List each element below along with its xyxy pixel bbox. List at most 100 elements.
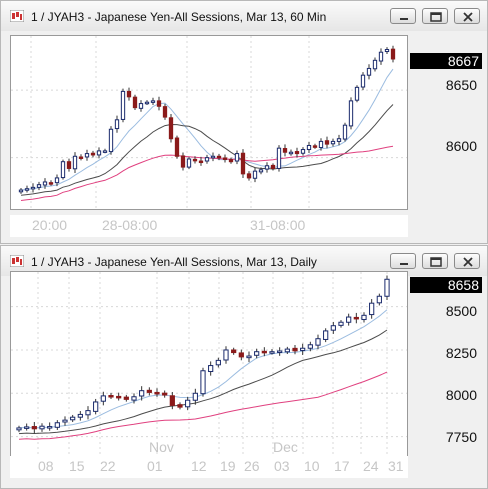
candle-body — [54, 177, 60, 184]
candle-body — [169, 395, 175, 406]
candle-body — [138, 103, 144, 109]
candle-body — [174, 137, 180, 157]
candle-body — [72, 155, 78, 170]
candle-body — [192, 158, 198, 162]
candle-body — [252, 170, 258, 179]
candle-body — [177, 404, 183, 408]
minimize-icon — [400, 18, 408, 20]
y-tick-label: 8500 — [445, 303, 477, 319]
candle-body — [300, 149, 306, 154]
candle-body — [100, 395, 106, 402]
candle-body — [240, 152, 246, 175]
candle-body — [146, 389, 152, 393]
candle-body — [261, 350, 267, 354]
candle-body — [85, 410, 91, 416]
candle-body — [323, 330, 329, 340]
x-axis: 08 15 22 01 12 19 26 03 10 17 24 31 — [10, 456, 408, 478]
x-tick-label: 22 — [100, 458, 116, 474]
x-tick-label: 15 — [69, 458, 85, 474]
candle-body — [246, 173, 252, 179]
title-bar[interactable]: 1 / JYAH3 - Japanese Yen-All Sessions, M… — [1, 1, 487, 31]
x-tick-label: 19 — [220, 458, 236, 474]
candle-body — [390, 48, 396, 60]
candle-body — [216, 155, 222, 159]
candle-body — [277, 350, 283, 354]
last-price-badge: 8658 — [410, 277, 482, 293]
candle-body — [223, 349, 229, 361]
candle-body — [62, 419, 68, 423]
candle-body — [258, 169, 264, 173]
month-label: Dec — [273, 439, 298, 455]
candle-body — [102, 150, 108, 153]
candle-body — [180, 155, 186, 168]
x-tick-label: 31 — [388, 458, 404, 474]
candle-body — [150, 100, 156, 103]
x-axis: 20:00 28-08:00 31-08:00 — [10, 215, 408, 237]
candle-body — [234, 153, 240, 162]
candle-body — [238, 352, 244, 358]
candle-body — [369, 302, 375, 316]
x-tick-label: 03 — [274, 458, 290, 474]
candle-body — [324, 140, 330, 145]
close-icon — [463, 12, 473, 22]
x-tick-label: 24 — [363, 458, 379, 474]
candle-body — [361, 314, 367, 321]
candle-body — [93, 401, 99, 412]
candle-body — [384, 49, 390, 53]
candle-body — [231, 349, 237, 354]
window-title: 1 / JYAH3 - Japanese Yen-All Sessions, M… — [31, 255, 317, 269]
chart-window-daily[interactable]: 1 / JYAH3 - Japanese Yen-All Sessions, M… — [0, 245, 488, 489]
candle-body — [228, 159, 234, 163]
x-tick-label: 01 — [147, 458, 163, 474]
restore-button[interactable] — [422, 253, 448, 269]
price-plot-60min[interactable] — [10, 35, 408, 210]
candle-body — [39, 425, 45, 430]
minimize-button[interactable] — [390, 253, 416, 269]
candle-body — [192, 392, 198, 401]
candle-body — [264, 165, 270, 170]
candle-body — [18, 189, 24, 193]
candle-body — [276, 147, 282, 169]
close-button[interactable] — [454, 8, 480, 24]
candle-body — [330, 140, 336, 145]
candle-body — [70, 416, 76, 421]
candle-body — [282, 148, 288, 153]
candle-body — [210, 155, 216, 159]
candle-body — [342, 124, 348, 140]
candle-body — [168, 117, 174, 140]
candle-body — [353, 316, 359, 320]
candle-body — [131, 396, 137, 401]
candle-body — [315, 338, 321, 346]
ma-mid-line — [20, 104, 394, 196]
candle-body — [306, 144, 312, 151]
restore-icon — [430, 257, 442, 267]
candle-body — [90, 152, 96, 156]
candlestick-chart-60min — [11, 36, 407, 209]
candle-body — [162, 392, 168, 396]
candle-body — [318, 140, 324, 149]
candle-body — [47, 426, 53, 429]
chart-window-60min[interactable]: 1 / JYAH3 - Japanese Yen-All Sessions, M… — [0, 0, 488, 244]
candle-body — [96, 150, 102, 156]
restore-button[interactable] — [422, 8, 448, 24]
ma-fast-line — [20, 68, 394, 191]
y-tick-label: 8000 — [445, 387, 477, 403]
candle-body — [78, 156, 84, 159]
minimize-button[interactable] — [390, 8, 416, 24]
candle-body — [126, 90, 132, 98]
x-tick-label: 08 — [38, 458, 54, 474]
x-tick-label: 20:00 — [32, 217, 68, 233]
price-plot-daily[interactable] — [10, 271, 408, 461]
candle-body — [24, 188, 30, 191]
minimize-icon — [400, 263, 408, 265]
candle-body — [284, 348, 290, 353]
candle-body — [48, 182, 54, 185]
candle-body — [338, 321, 344, 326]
candle-body — [354, 86, 360, 101]
candle-body — [154, 391, 160, 395]
x-tick-label: 31-08:00 — [250, 217, 306, 233]
chart-app-icon — [10, 10, 24, 22]
close-button[interactable] — [454, 253, 480, 269]
candle-body — [312, 145, 318, 148]
candle-body — [346, 316, 352, 323]
